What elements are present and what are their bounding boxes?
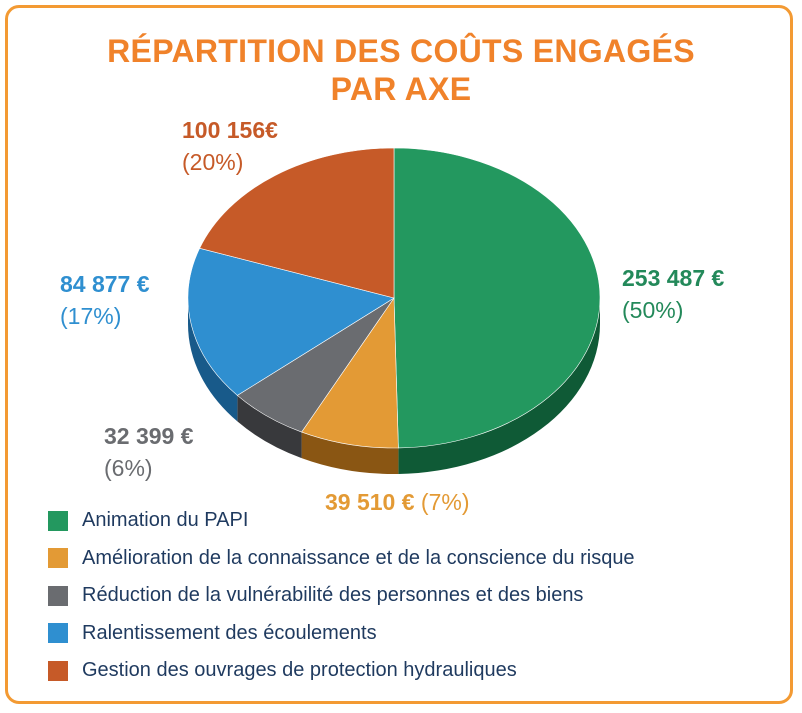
legend-swatch <box>48 585 68 606</box>
slice-value-ralentissement: 84 877 € <box>60 271 150 297</box>
legend-item: Réduction de la vulnérabilité des person… <box>48 577 635 615</box>
pie-side-amelioration <box>301 432 399 474</box>
legend: Animation du PAPI Amélioration de la con… <box>48 502 635 690</box>
legend-swatch <box>48 623 68 644</box>
legend-label: Réduction de la vulnérabilité des person… <box>82 584 584 607</box>
slice-percent-reduction: (6%) <box>104 455 153 481</box>
slice-label-reduction: 32 399 € (6%) <box>104 420 194 484</box>
slice-percent-ralentissement: (17%) <box>60 303 122 329</box>
slice-percent-amelioration: (7%) <box>420 489 470 515</box>
pie-side-reduction <box>237 395 302 459</box>
slice-value-amelioration: 39 510 € <box>325 489 415 515</box>
slice-percent-gestion: (20%) <box>182 149 244 175</box>
pie-slice-animation <box>393 147 601 449</box>
chart-title-line-1: RÉPARTITION DES COÛTS ENGAGÉS <box>107 33 695 69</box>
pie-slice-gestion <box>199 147 395 299</box>
legend-item: Amélioration de la connaissance et de la… <box>48 540 635 578</box>
pie-top <box>187 147 601 449</box>
slice-percent-animation: (50%) <box>622 297 684 323</box>
slice-label-ralentissement: 84 877 € (17%) <box>60 268 150 332</box>
pie-side-ralentissement <box>188 298 238 422</box>
chart-title: RÉPARTITION DES COÛTS ENGAGÉS PAR AXE <box>0 32 802 108</box>
slice-label-amelioration: 39 510 € (7%) <box>325 486 469 518</box>
legend-label: Amélioration de la connaissance et de la… <box>82 546 635 569</box>
legend-swatch <box>48 510 68 531</box>
slice-label-gestion: 100 156€ (20%) <box>182 114 278 178</box>
legend-label: Animation du PAPI <box>82 509 249 532</box>
pie-sides <box>188 298 600 474</box>
slice-label-animation: 253 487 € (50%) <box>622 262 724 326</box>
legend-swatch <box>48 660 68 681</box>
legend-swatch <box>48 548 68 569</box>
legend-label: Ralentissement des écoulements <box>82 621 377 644</box>
slice-value-reduction: 32 399 € <box>104 423 194 449</box>
chart-title-line-2: PAR AXE <box>330 71 472 107</box>
pie-slice-amelioration <box>301 297 399 449</box>
slice-value-animation: 253 487 € <box>622 265 725 291</box>
legend-item: Ralentissement des écoulements <box>48 615 635 653</box>
slice-value-gestion: 100 156€ <box>182 117 278 143</box>
legend-label: Gestion des ouvrages de protection hydra… <box>82 659 517 682</box>
legend-item: Gestion des ouvrages de protection hydra… <box>48 652 635 690</box>
legend-item: Animation du PAPI <box>48 502 635 540</box>
pie-side-animation <box>398 298 600 474</box>
